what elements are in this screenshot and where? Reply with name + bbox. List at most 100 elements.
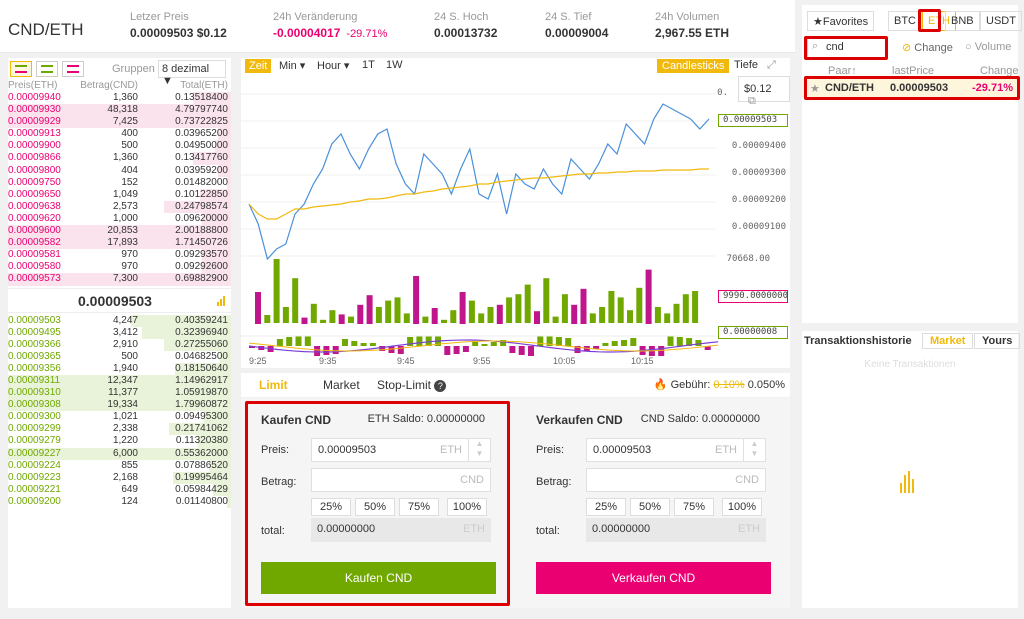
buy-panel: Kaufen CND ETH Saldo: 0.00000000 Preis: 0.0… <box>241 398 501 604</box>
orderbook-row[interactable]: 0.00009308 19,334 1.79960872 <box>8 399 231 412</box>
market-tab-3[interactable]: BNB <box>945 11 980 31</box>
orderbook-row[interactable]: 0.00009913 400 0.03965200 <box>8 128 231 141</box>
history-yours-button[interactable]: Yours <box>974 333 1021 349</box>
orderbook-row[interactable]: 0.00009620 1,000 0.09620000 <box>8 212 231 226</box>
orderbook-row[interactable]: 0.00009580 970 0.09292600 <box>8 261 231 274</box>
orderbook-row[interactable]: 0.00009866 1,360 0.13417760 <box>8 152 231 165</box>
orderbook-row[interactable]: 0.00009582 17,893 1.71450726 <box>8 237 231 250</box>
interval-min[interactable]: Min ▾ <box>279 60 306 72</box>
market-tab-1[interactable]: BTC <box>888 11 922 31</box>
sell-pct-75[interactable]: 75% <box>674 498 714 516</box>
row-total: 0.07886520 <box>175 459 228 471</box>
sell-pct-25[interactable]: 25% <box>586 498 626 516</box>
tab-stop-limit[interactable]: Stop-Limit ? <box>377 378 447 392</box>
volume-bar <box>627 310 633 323</box>
buy-pct-50[interactable]: 50% <box>355 498 395 516</box>
buy-price-stepper[interactable]: ▲ ▼ <box>468 439 490 461</box>
sort-change-radio[interactable]: ⊘ Change <box>902 41 953 54</box>
row-price: 0.00009308 <box>8 399 61 411</box>
orderbook-row[interactable]: 0.00009221 649 0.05984429 <box>8 483 231 496</box>
orderbook-asks-icon[interactable] <box>62 61 84 77</box>
price-chart[interactable]: Zeit Min ▾ Hour ▾ 1T 1W Candlesticks Tie… <box>241 58 790 368</box>
col-lastprice[interactable]: lastPrice <box>892 65 935 77</box>
sell-pct-100[interactable]: 100% <box>722 498 762 516</box>
volume-bar <box>403 313 410 323</box>
tab-market[interactable]: Market <box>323 378 360 392</box>
orderbook-row[interactable]: 0.00009279 1,220 0.11320380 <box>8 435 231 448</box>
orderbook-row[interactable]: 0.00009650 1,049 0.10122850 <box>8 188 231 201</box>
orderbook-row[interactable]: 0.00009311 12,347 1.14962917 <box>8 374 231 388</box>
interval-1t[interactable]: 1T <box>362 59 375 71</box>
row-price: 0.00009866 <box>8 152 61 164</box>
row-amount: 2,338 <box>112 423 138 435</box>
interval-zeit[interactable]: Zeit <box>245 59 272 73</box>
row-amount: 500 <box>121 350 138 362</box>
row-total: 0.24798574 <box>175 200 228 212</box>
orderbook-row[interactable]: 0.00009310 11,377 1.05919870 <box>8 387 231 400</box>
volume-bar <box>273 259 280 323</box>
orderbook-row[interactable]: 0.00009930 48,318 4.79797740 <box>8 104 231 117</box>
orderbook-row[interactable]: 0.00009200 124 0.01140800 <box>8 495 231 508</box>
orderbook-row[interactable]: 0.00009940 1,360 0.13518400 <box>8 92 231 105</box>
orderbook-row[interactable]: 0.00009750 152 0.01482000 <box>8 176 231 189</box>
volume-bar <box>301 317 308 324</box>
signal-line <box>248 340 719 352</box>
col-pair[interactable]: Paar↑ <box>828 65 857 77</box>
market-tab-4[interactable]: USDT <box>980 11 1022 31</box>
volume-axis-label: 0.00000008 <box>718 326 788 339</box>
sell-amount-input[interactable]: CND <box>586 468 766 492</box>
star-icon[interactable]: ★ <box>810 83 820 95</box>
buy-amount-unit: CND <box>460 474 484 486</box>
orderbook-row[interactable]: 0.00009503 4,247 0.40359241 <box>8 314 231 327</box>
orderbook-row[interactable]: 0.00009300 1,021 0.09495300 <box>8 411 231 424</box>
orderbook-row[interactable]: 0.00009224 855 0.07886520 <box>8 459 231 472</box>
buy-pct-75[interactable]: 75% <box>399 498 439 516</box>
orderbook-row[interactable]: 0.00009800 404 0.03959200 <box>8 164 231 177</box>
buy-pct-25[interactable]: 25% <box>311 498 351 516</box>
orderbook-row[interactable]: 0.00009900 500 0.04950000 <box>8 140 231 153</box>
row-amount: 2,573 <box>112 200 138 212</box>
candlesticks-button[interactable]: Candlesticks <box>657 59 730 73</box>
orderbook-bids-icon[interactable] <box>36 61 58 77</box>
sort-volume-radio[interactable]: ○ Volume <box>965 41 1012 53</box>
buy-pct-100[interactable]: 100% <box>447 498 487 516</box>
buy-button[interactable]: Kaufen CND <box>261 562 496 594</box>
buy-price-input[interactable]: 0.00009503 ETH ▲ ▼ <box>311 438 491 462</box>
expand-icon[interactable]: ⤢ <box>767 59 776 71</box>
highlight-market-row <box>804 76 1020 100</box>
volume-bar <box>422 316 429 323</box>
row-total: 1.71450726 <box>175 237 228 249</box>
depth-button[interactable]: Tiefe <box>734 59 759 71</box>
orderbook-row[interactable]: 0.00009366 2,910 0.27255060 <box>8 338 231 351</box>
sell-button[interactable]: Verkaufen CND <box>536 562 771 594</box>
orderbook-row[interactable]: 0.00009365 500 0.04682500 <box>8 350 231 363</box>
row-total: 0.04682500 <box>175 350 228 362</box>
orderbook-row[interactable]: 0.00009600 20,853 2.00188800 <box>8 225 231 238</box>
buy-amount-input[interactable]: CND <box>311 468 491 492</box>
macd-bar <box>444 346 451 355</box>
loading-icon <box>900 471 916 496</box>
orderbook-row[interactable]: 0.00009581 970 0.09293570 <box>8 249 231 262</box>
group-select[interactable]: 8 dezimal ▼ <box>158 60 226 87</box>
orderbook-row[interactable]: 0.00009573 7,300 0.69882900 <box>8 273 231 286</box>
orderbook-row[interactable]: 0.00009227 6,000 0.55362000 <box>8 447 231 460</box>
sell-price-input[interactable]: 0.00009503 ETH ▲ ▼ <box>586 438 766 462</box>
sell-price-stepper[interactable]: ▲ ▼ <box>743 439 765 461</box>
help-icon[interactable]: ? <box>434 380 447 392</box>
history-market-button[interactable]: Market <box>922 333 974 349</box>
orderbook-row[interactable]: 0.00009638 2,573 0.24798574 <box>8 200 231 213</box>
tab-limit[interactable]: Limit <box>259 378 288 392</box>
orderbook-row[interactable]: 0.00009299 2,338 0.21741062 <box>8 423 231 436</box>
orderbook-all-icon[interactable] <box>10 61 32 77</box>
market-tab-0[interactable]: ★Favorites <box>807 11 875 31</box>
col-change[interactable]: Change <box>980 65 1019 77</box>
orderbook-row[interactable]: 0.00009223 2,168 0.19995464 <box>8 471 231 484</box>
interval-1w[interactable]: 1W <box>386 59 403 71</box>
sell-pct-50[interactable]: 50% <box>630 498 670 516</box>
volume-bar <box>636 287 643 323</box>
orderbook-row[interactable]: 0.00009495 3,412 0.32396940 <box>8 326 231 339</box>
orderbook-row[interactable]: 0.00009929 7,425 0.73722825 <box>8 116 231 129</box>
interval-hour[interactable]: Hour ▾ <box>317 60 350 72</box>
orderbook-row[interactable]: 0.00009356 1,940 0.18150640 <box>8 362 231 375</box>
market-row[interactable]: ★ CND/ETH 0.00009503 -29.71% <box>802 79 1018 97</box>
